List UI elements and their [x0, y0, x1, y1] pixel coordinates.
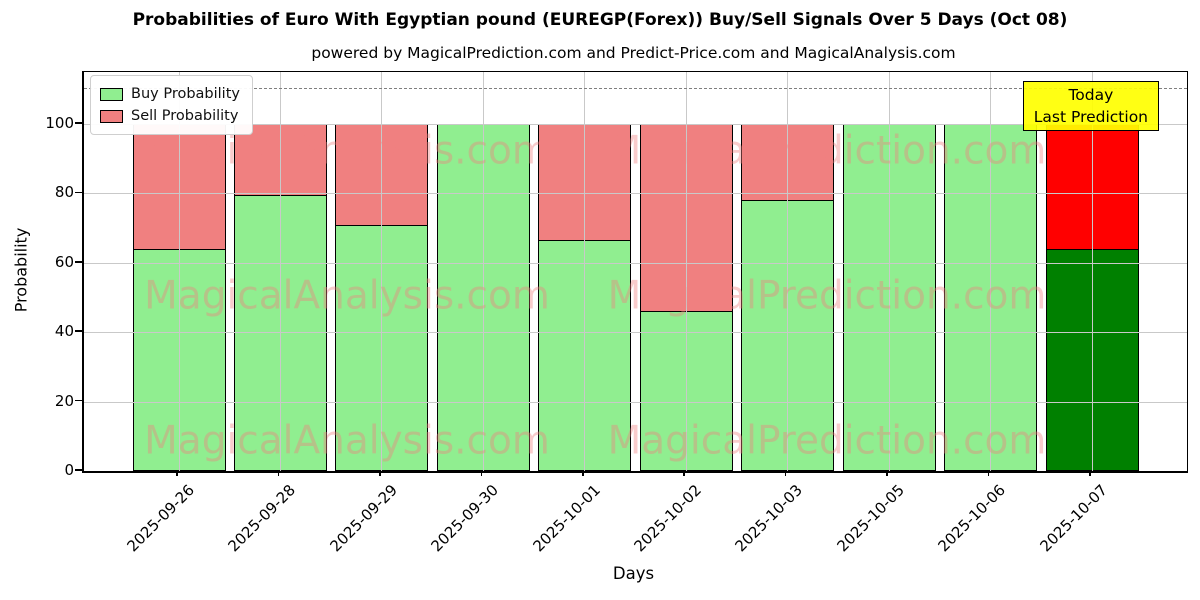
gridline-vertical: [279, 72, 281, 471]
x-tick-label: 2025-10-07: [1036, 481, 1111, 556]
legend-label-buy: Buy Probability: [131, 86, 240, 102]
today-last-prediction-annotation: Today Last Prediction: [1022, 81, 1159, 131]
watermark-text: MagicalAnalysis.com: [144, 418, 550, 464]
x-tick-mark: [784, 470, 787, 476]
x-tick-mark: [379, 470, 381, 476]
x-tick-label: 2025-09-30: [427, 481, 503, 556]
gridline-vertical: [685, 72, 687, 471]
legend-label-sell: Sell Probability: [131, 108, 239, 124]
plot-area: MagicalAnalysis.com MagicalPrediction.com…: [82, 71, 1188, 473]
x-tick-mark: [582, 470, 584, 476]
watermark-text: MagicalPrediction.com: [607, 273, 1047, 319]
threshold-line: [84, 88, 1187, 90]
gridline-vertical: [888, 72, 890, 471]
y-tick-label: 60: [54, 252, 74, 271]
annotation-line-1: Today: [1068, 86, 1114, 104]
sell-probability-swatch-icon: [100, 109, 123, 123]
gridline-horizontal: [84, 262, 1187, 264]
threshold-layer: [84, 72, 1187, 471]
x-tick-mark: [886, 470, 888, 476]
x-tick-label: 2025-10-02: [630, 481, 705, 556]
gridline-horizontal: [84, 401, 1187, 403]
y-tick-label: 0: [64, 461, 74, 479]
chart-title: Probabilities of Euro With Egyptian poun…: [132, 10, 1068, 30]
x-tick-mark: [1089, 470, 1091, 476]
y-tick-mark: [75, 191, 82, 194]
gridline-vertical: [584, 72, 586, 471]
buy-probability-swatch-icon: [100, 87, 123, 101]
y-tick-mark: [75, 399, 82, 402]
x-tick-mark: [683, 470, 685, 476]
y-tick-mark: [75, 330, 82, 332]
gridline-horizontal: [84, 193, 1187, 195]
x-tick-label: 2025-09-28: [224, 481, 300, 556]
x-tick-label: 2025-09-29: [326, 481, 401, 556]
gridline-vertical: [178, 72, 180, 471]
watermark-text: MagicalAnalysis.com: [144, 273, 550, 319]
x-tick-label: 2025-10-03: [732, 481, 807, 556]
gridline-vertical: [990, 72, 992, 471]
x-tick-mark: [277, 470, 280, 476]
x-tick-label: 2025-09-26: [123, 481, 198, 556]
y-tick-label: 20: [54, 391, 74, 410]
gridline-vertical: [1091, 72, 1093, 471]
x-tick-mark: [987, 470, 990, 476]
gridline-horizontal: [84, 332, 1187, 334]
y-tick-label: 40: [54, 322, 74, 341]
y-tick-mark: [75, 261, 82, 263]
watermark-text: MagicalPrediction.com: [607, 418, 1047, 464]
y-tick-mark: [75, 122, 82, 124]
y-tick-mark: [75, 469, 82, 471]
x-tick-label: 2025-10-05: [833, 481, 908, 556]
grid-layer: [84, 72, 1187, 471]
gridline-vertical: [787, 72, 789, 471]
x-tick-mark: [176, 470, 178, 476]
gridline-vertical: [482, 72, 484, 471]
legend-item-sell: Sell Probability: [100, 105, 240, 127]
legend: Buy Probability Sell Probability: [90, 75, 253, 135]
x-tick-label: 2025-10-06: [934, 481, 1010, 556]
watermark-text: MagicalPrediction.com: [607, 128, 1047, 174]
legend-item-buy: Buy Probability: [100, 83, 240, 105]
y-tick-label: 80: [54, 183, 74, 202]
chart-subtitle: powered by MagicalPrediction.com and Pre…: [311, 44, 956, 62]
gridline-horizontal: [84, 124, 1187, 126]
x-tick-mark: [480, 470, 483, 476]
watermark-layer: MagicalAnalysis.com MagicalPrediction.com…: [84, 72, 1187, 471]
gridline-vertical: [381, 72, 383, 471]
watermark-text: MagicalAnalysis.com: [144, 128, 550, 174]
x-axis-label: Days: [612, 564, 655, 583]
annotation-line-2: Last Prediction: [1033, 108, 1148, 126]
y-tick-label: 100: [45, 114, 74, 133]
x-tick-label: 2025-10-01: [529, 481, 604, 556]
